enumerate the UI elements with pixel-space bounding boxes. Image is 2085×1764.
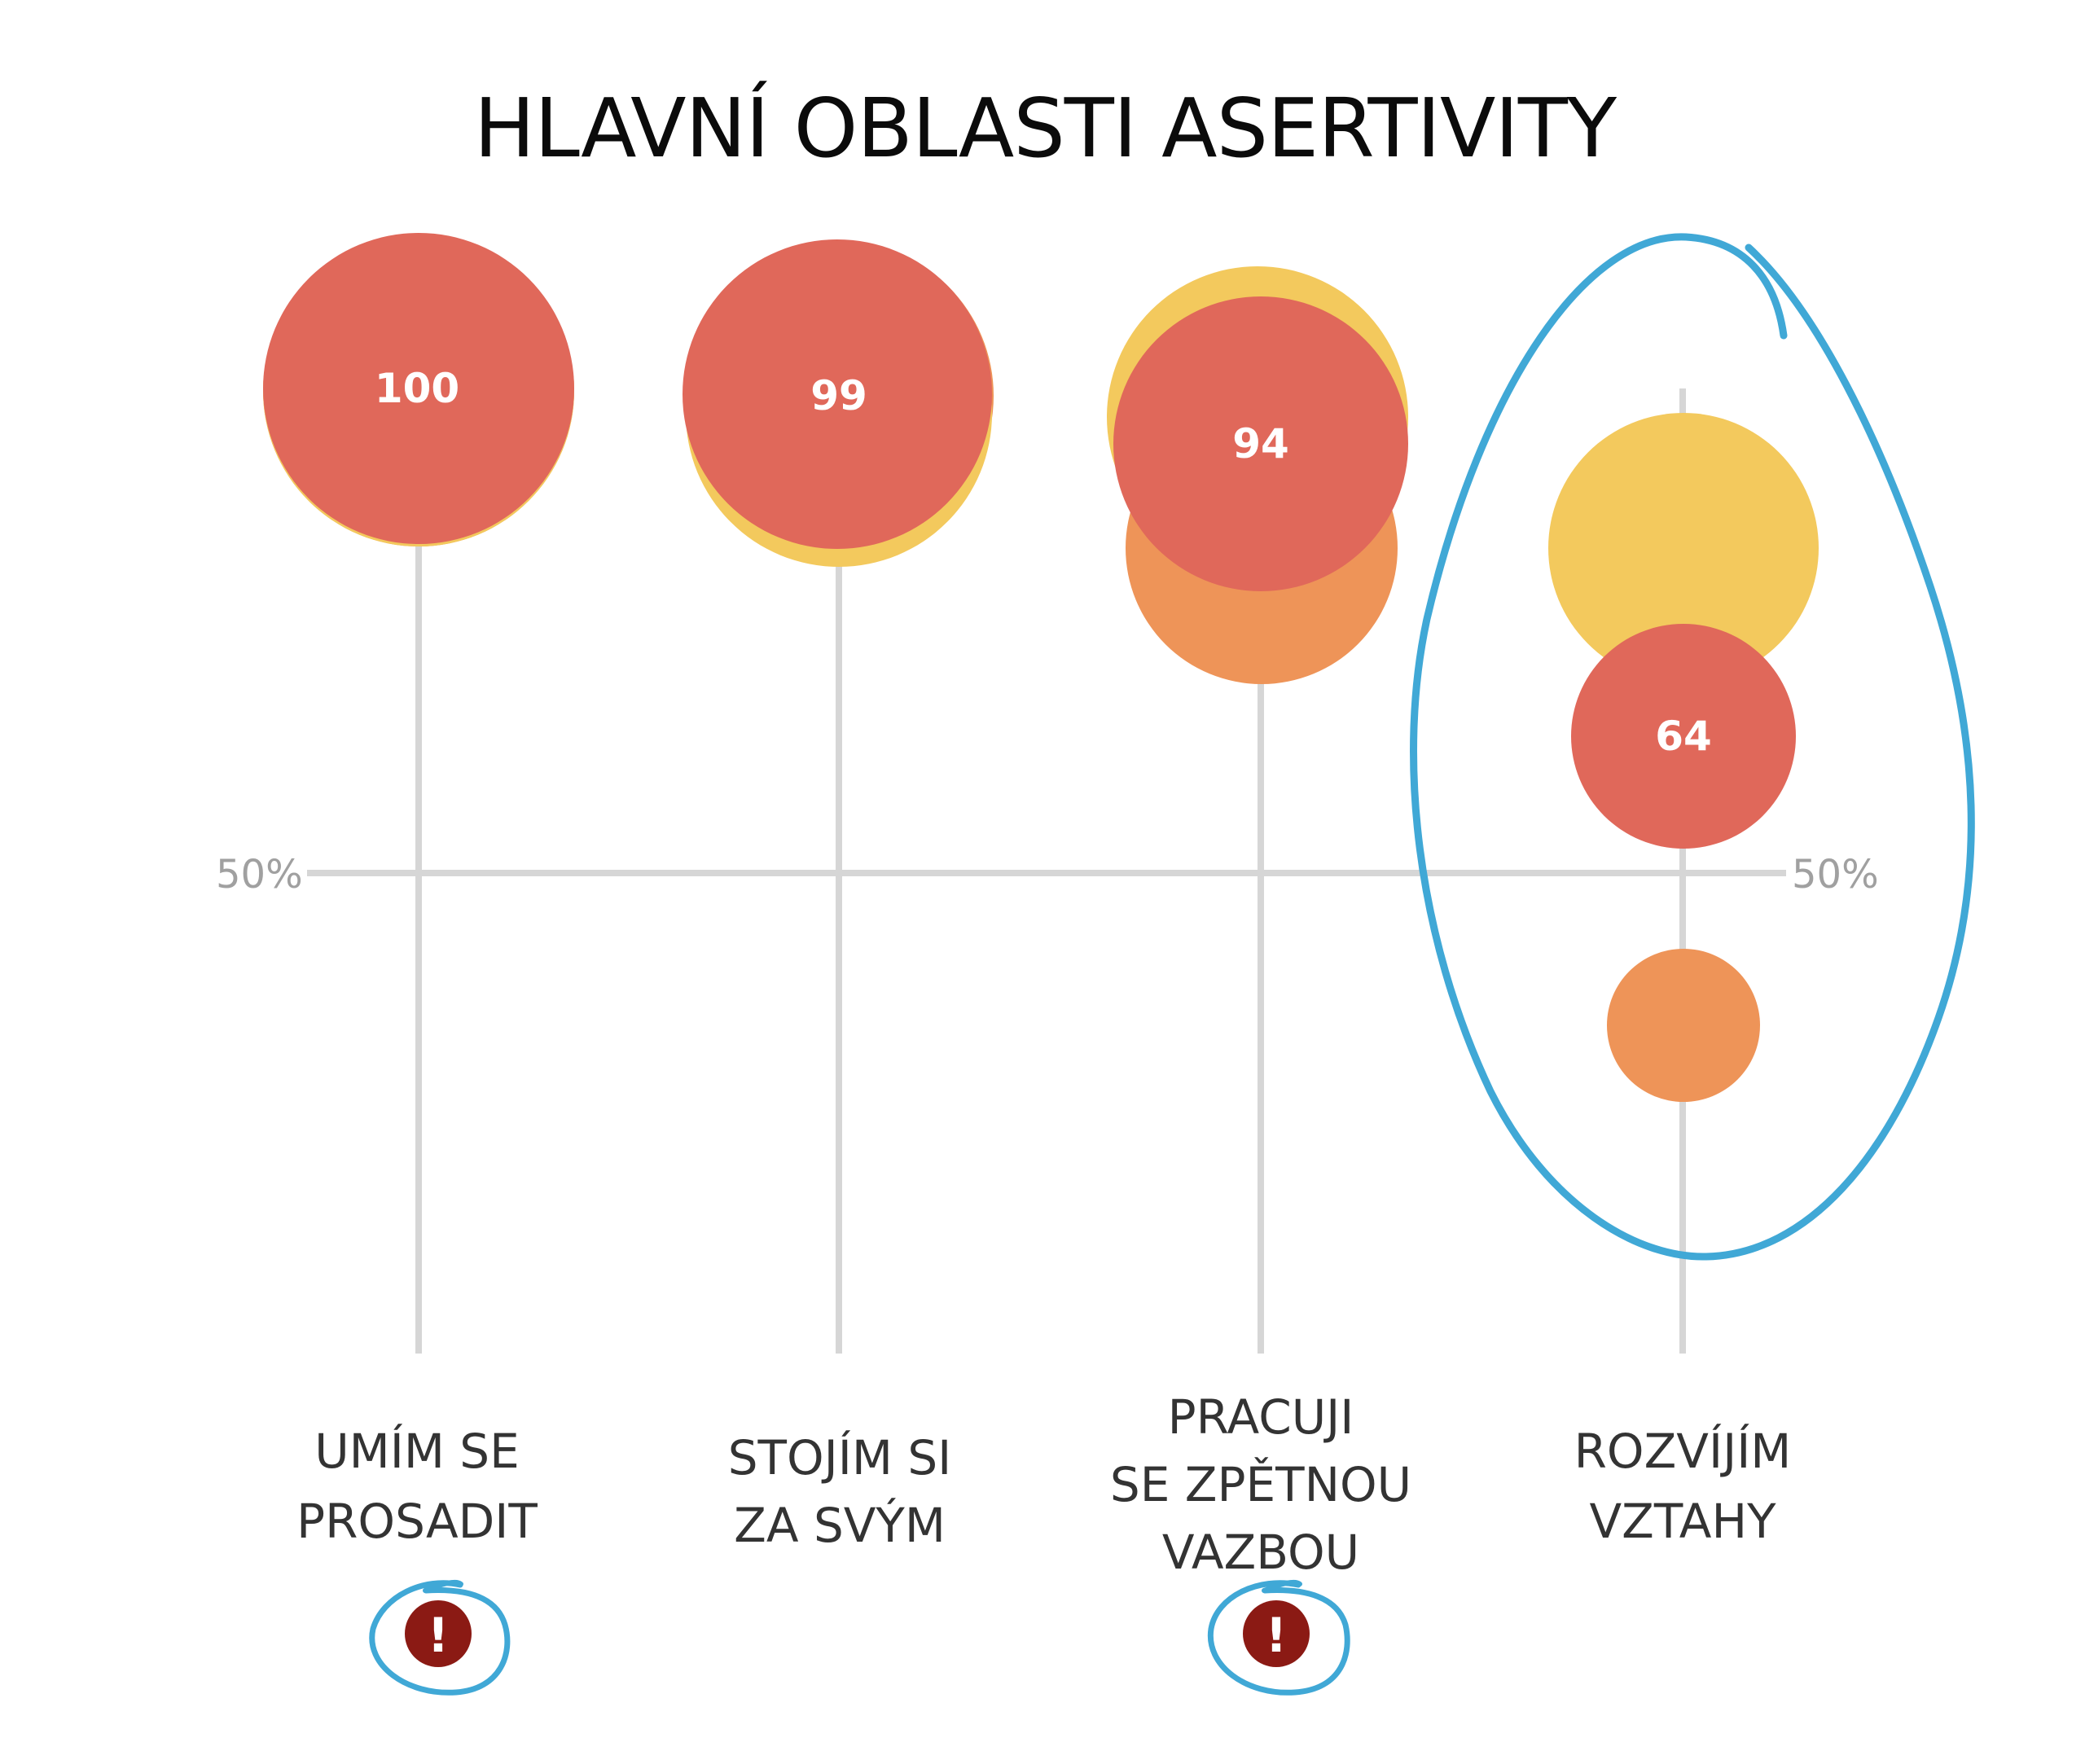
label-line: UMÍM SE [314, 1423, 520, 1479]
chart-title: HLAVNÍ OBLASTI ASERTIVITY [474, 81, 1618, 176]
annotation-circle-flick [1262, 1579, 1302, 1593]
warning-pracuji-se-zpetnou-vazbou: ! [1207, 1579, 1350, 1696]
annotation-circle [369, 1580, 511, 1696]
label-line: SE ZPĚTNOU [1110, 1456, 1411, 1512]
label-line: PROSADIT [296, 1494, 538, 1549]
bubble-value: 100 [375, 365, 459, 412]
bubble-red[interactable] [263, 233, 574, 544]
bubble-group-umim-se-prosadit: 100 [263, 233, 574, 546]
annotation-circle [1207, 1580, 1350, 1696]
category-label-stojim-si-za-svym: STOJÍM SI ZA SVÝM [728, 1429, 952, 1553]
bubble-value: 64 [1655, 713, 1712, 760]
label-line: ROZVÍJÍM [1574, 1423, 1792, 1479]
exclamation-glyph: ! [1266, 1608, 1287, 1663]
bubble-value: 94 [1232, 420, 1289, 467]
highlight-loop-rozvijim-vztahy [1410, 233, 1975, 1261]
bubble-red[interactable] [683, 239, 992, 549]
exclamation-circle-icon [1243, 1600, 1310, 1667]
bubble-group-rozvijim-vztahy: 64 [1548, 413, 1819, 1102]
bubble-orange [1607, 949, 1760, 1102]
bubble-red[interactable] [1571, 624, 1796, 849]
category-label-pracuji-se-zpetnou-vazbou: PRACUJI SE ZPĚTNOU VAZBOU [1110, 1389, 1411, 1580]
bubble-group-stojim-si-za-svym: 99 [683, 239, 994, 567]
exclamation-glyph: ! [428, 1608, 449, 1663]
label-line: VZTAHY [1589, 1494, 1776, 1549]
bubble-yellow [1548, 413, 1819, 683]
warning-umim-se-prosadit: ! [369, 1579, 511, 1696]
bubble-red[interactable] [1113, 296, 1408, 591]
category-label-umim-se-prosadit: UMÍM SE PROSADIT [296, 1423, 538, 1549]
reference-label-right: 50% [1792, 852, 1879, 897]
bubble-value: 99 [810, 372, 867, 419]
label-line: ZA SVÝM [734, 1497, 946, 1553]
reference-label-left: 50% [216, 852, 303, 897]
category-label-rozvijim-vztahy: ROZVÍJÍM VZTAHY [1574, 1423, 1792, 1549]
label-line: VAZBOU [1162, 1525, 1359, 1580]
exclamation-circle-icon [405, 1600, 472, 1667]
bubble-group-pracuji-se-zpetnou-vazbou: 94 [1107, 266, 1408, 684]
label-line: STOJÍM SI [728, 1429, 952, 1485]
annotation-circle-flick [423, 1579, 463, 1593]
label-line: PRACUJI [1168, 1389, 1354, 1445]
